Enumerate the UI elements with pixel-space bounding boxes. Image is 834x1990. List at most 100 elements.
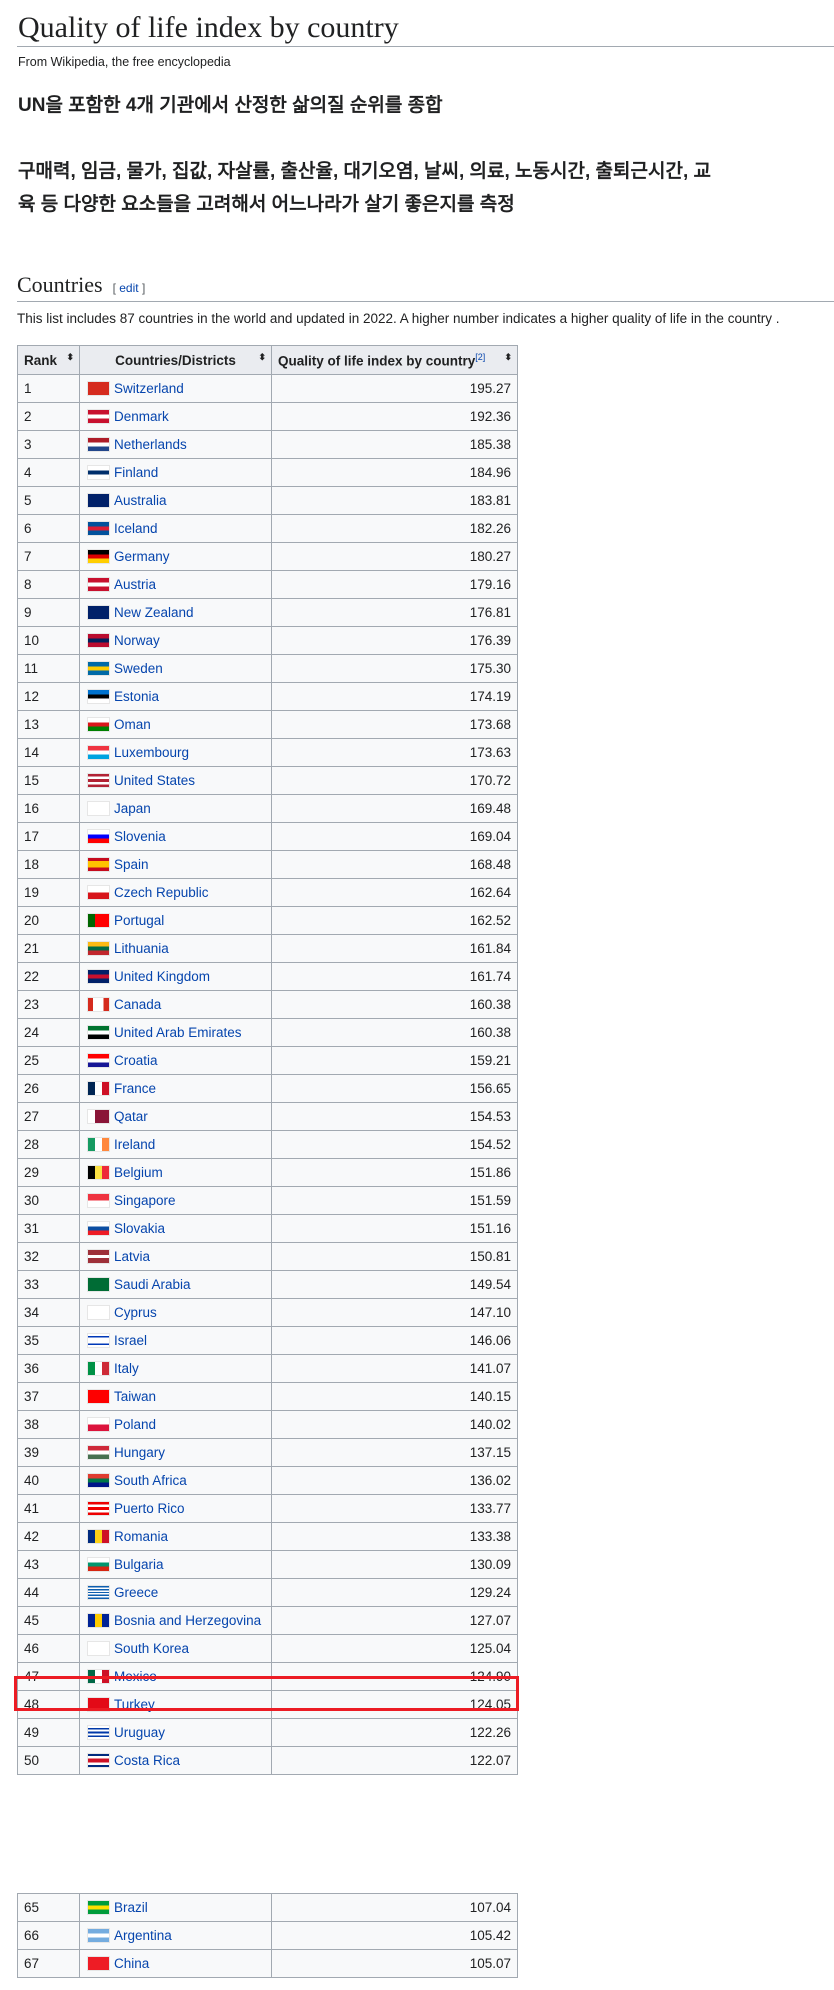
country-link[interactable]: Taiwan — [114, 1389, 157, 1404]
country-link[interactable]: Mexico — [114, 1669, 157, 1684]
country-cell: Qatar — [79, 1102, 272, 1131]
flag-icon — [87, 801, 110, 816]
country-link[interactable]: Argentina — [114, 1928, 172, 1943]
index-value-cell: 176.39 — [271, 626, 518, 655]
table-body: 65 Brazil 107.04 66 Argentina 105.42 67 China 10… — [17, 1893, 518, 1978]
country-link[interactable]: Spain — [114, 857, 149, 872]
flag-icon — [87, 521, 110, 536]
table-row: 11 Sweden 175.30 — [17, 654, 518, 683]
country-link[interactable]: Bulgaria — [114, 1557, 164, 1572]
column-header-country[interactable]: Countries/Districts ⬍ — [79, 345, 272, 375]
country-link[interactable]: United States — [114, 773, 196, 788]
country-link[interactable]: Latvia — [114, 1249, 151, 1264]
flag-icon — [87, 1137, 110, 1152]
country-link[interactable]: Norway — [114, 633, 160, 648]
column-header-index[interactable]: Quality of life index by country[2] ⬍ — [271, 345, 518, 375]
country-link[interactable]: Oman — [114, 717, 151, 732]
rank-cell: 33 — [17, 1270, 80, 1299]
country-link[interactable]: Ireland — [114, 1137, 156, 1152]
country-link[interactable]: Canada — [114, 997, 162, 1012]
country-link[interactable]: United Arab Emirates — [114, 1025, 242, 1040]
country-link[interactable]: Australia — [114, 493, 167, 508]
country-link[interactable]: Turkey — [114, 1697, 155, 1712]
intro-summary: UN을 포함한 4개 기관에서 산정한 삶의질 순위를 종합 — [18, 95, 443, 116]
country-link[interactable]: China — [114, 1956, 150, 1971]
country-link[interactable]: Poland — [114, 1417, 157, 1432]
country-link[interactable]: Bosnia and Herzegovina — [114, 1613, 262, 1628]
table-row: 39 Hungary 137.15 — [17, 1438, 518, 1467]
country-link[interactable]: Estonia — [114, 689, 160, 704]
flag-icon — [87, 885, 110, 900]
country-link[interactable]: South Korea — [114, 1641, 190, 1656]
country-cell: Mexico — [79, 1662, 272, 1691]
country-link[interactable]: United Kingdom — [114, 969, 211, 984]
country-link[interactable]: Romania — [114, 1529, 169, 1544]
flag-icon — [87, 1165, 110, 1180]
table-row: 3 Netherlands 185.38 — [17, 430, 518, 459]
country-link[interactable]: Netherlands — [114, 437, 187, 452]
table-row: 48 Turkey 124.05 — [17, 1690, 518, 1719]
country-link[interactable]: Luxembourg — [114, 745, 190, 760]
country-cell: Switzerland — [79, 374, 272, 403]
flag-icon — [87, 773, 110, 788]
country-link[interactable]: Hungary — [114, 1445, 166, 1460]
country-link[interactable]: France — [114, 1081, 157, 1096]
column-header-rank[interactable]: Rank ⬍ — [17, 345, 80, 375]
country-link[interactable]: Lithuania — [114, 941, 169, 956]
country-link[interactable]: Qatar — [114, 1109, 148, 1124]
table-body: 1 Switzerland 195.27 2 Denmark 192.36 3 Netherl… — [17, 374, 518, 1775]
country-link[interactable]: Cyprus — [114, 1305, 157, 1320]
country-link[interactable]: New Zealand — [114, 605, 194, 620]
country-link[interactable]: Slovenia — [114, 829, 166, 844]
country-link[interactable]: Denmark — [114, 409, 169, 424]
country-link[interactable]: Japan — [114, 801, 151, 816]
page-title: Quality of life index by country — [18, 11, 399, 44]
flag-icon — [87, 1221, 110, 1236]
country-link[interactable]: Austria — [114, 577, 157, 592]
country-link[interactable]: South Africa — [114, 1473, 187, 1488]
country-link[interactable]: Brazil — [114, 1900, 148, 1915]
table-row: 22 United Kingdom 161.74 — [17, 962, 518, 991]
country-cell: Belgium — [79, 1158, 272, 1187]
table-row: 25 Croatia 159.21 — [17, 1046, 518, 1075]
country-link[interactable]: Slovakia — [114, 1221, 166, 1236]
rank-cell: 2 — [17, 402, 80, 431]
country-link[interactable]: Croatia — [114, 1053, 158, 1068]
table-row: 30 Singapore 151.59 — [17, 1186, 518, 1215]
country-link[interactable]: Puerto Rico — [114, 1501, 185, 1516]
country-link[interactable]: Belgium — [114, 1165, 163, 1180]
reference-link[interactable]: [2] — [475, 351, 486, 362]
country-link[interactable]: Germany — [114, 549, 170, 564]
country-link[interactable]: Czech Republic — [114, 885, 209, 900]
country-link[interactable]: Sweden — [114, 661, 163, 676]
flag-icon — [87, 1501, 110, 1516]
rank-cell: 30 — [17, 1186, 80, 1215]
sort-icon[interactable]: ⬍ — [66, 352, 74, 362]
country-link[interactable]: Costa Rica — [114, 1753, 181, 1768]
rank-cell: 14 — [17, 738, 80, 767]
section-divider — [17, 301, 834, 302]
country-cell: Puerto Rico — [79, 1494, 272, 1523]
country-link[interactable]: Israel — [114, 1333, 148, 1348]
edit-link[interactable]: edit — [119, 281, 139, 295]
country-link[interactable]: Iceland — [114, 521, 158, 536]
flag-icon — [87, 1725, 110, 1740]
country-link[interactable]: Italy — [114, 1361, 139, 1376]
index-value-cell: 183.81 — [271, 486, 518, 515]
country-link[interactable]: Portugal — [114, 913, 165, 928]
country-link[interactable]: Finland — [114, 465, 159, 480]
sort-icon[interactable]: ⬍ — [258, 352, 266, 362]
country-link[interactable]: Saudi Arabia — [114, 1277, 191, 1292]
table-row: 26 France 156.65 — [17, 1074, 518, 1103]
country-link[interactable]: Singapore — [114, 1193, 176, 1208]
country-link[interactable]: Switzerland — [114, 381, 184, 396]
rank-cell: 44 — [17, 1578, 80, 1607]
table-row: 42 Romania 133.38 — [17, 1522, 518, 1551]
country-cell: Lithuania — [79, 934, 272, 963]
rank-cell: 6 — [17, 514, 80, 543]
flag-icon — [87, 1193, 110, 1208]
sort-icon[interactable]: ⬍ — [504, 352, 512, 362]
country-cell: Cyprus — [79, 1298, 272, 1327]
country-link[interactable]: Uruguay — [114, 1725, 166, 1740]
country-link[interactable]: Greece — [114, 1585, 159, 1600]
